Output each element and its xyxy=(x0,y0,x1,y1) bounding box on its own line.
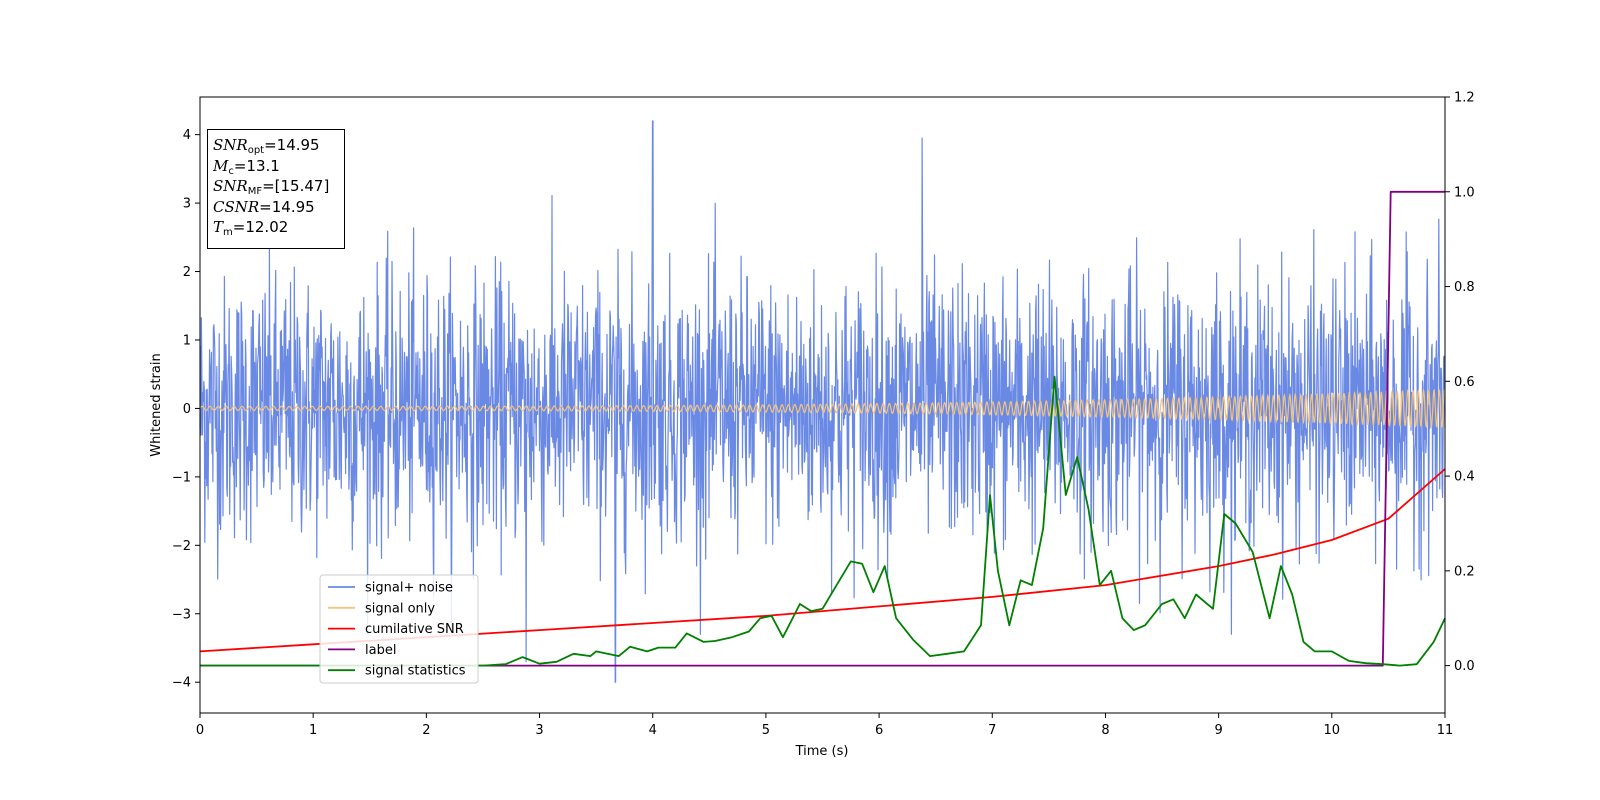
legend-label: signal only xyxy=(365,601,435,616)
signal-only-line xyxy=(199,388,1446,429)
legend: signal+ noise signal only cumilative SNR la… xyxy=(319,574,479,684)
y-right-tick-label: 0.8 xyxy=(1454,280,1475,295)
y-left-tick-label: 4 xyxy=(183,128,191,143)
x-tick-label: 11 xyxy=(1437,723,1454,738)
y-right-tick-label: 0.2 xyxy=(1454,564,1475,579)
y-left-tick-label: 2 xyxy=(183,265,191,280)
legend-label: label xyxy=(365,643,396,658)
x-tick-label: 2 xyxy=(422,723,430,738)
x-tick-label: 10 xyxy=(1324,723,1341,738)
x-tick-label: 4 xyxy=(649,723,657,738)
y-left-tick-label: −3 xyxy=(172,607,191,622)
y-left-tick-label: 1 xyxy=(183,333,191,348)
plot-frame xyxy=(199,96,1446,714)
x-tick-label: 9 xyxy=(1214,723,1222,738)
legend-label: signal statistics xyxy=(365,664,466,679)
x-tick-label: 5 xyxy=(762,723,770,738)
x-axis-label: Time (s) xyxy=(795,744,849,759)
x-tick-label: 8 xyxy=(1101,723,1109,738)
axis-ticks: 0 1 2 3 4 5 6 7 8 9 10 11 −4 −3 −2 −1 0 1 2 3 4 0.0 0.2 0.4 0.6 0… xyxy=(172,91,1475,739)
x-tick-label: 3 xyxy=(535,723,543,738)
signal-noise-path xyxy=(199,120,1446,683)
y-left-tick-label: 0 xyxy=(183,402,191,417)
legend-label: cumilative SNR xyxy=(365,622,464,637)
info-tm: Tm=12.02 xyxy=(213,218,289,238)
info-csnr: CSNR=14.95 xyxy=(213,197,315,216)
y-right-tick-label: 1.2 xyxy=(1454,91,1475,106)
info-box: SNRopt=14.95 Mc=13.1 SNRMF=[15.47] CSNR=… xyxy=(207,129,345,249)
x-tick-label: 6 xyxy=(875,723,883,738)
signal-statistics-line xyxy=(200,375,1446,667)
x-tick-label: 7 xyxy=(988,723,996,738)
y-right-tick-label: 1.0 xyxy=(1454,185,1475,200)
y-left-tick-label: 3 xyxy=(183,197,191,212)
y-right-tick-label: 0.0 xyxy=(1454,659,1475,674)
y-left-tick-label: −1 xyxy=(172,470,191,485)
y-left-tick-label: −4 xyxy=(172,676,191,691)
info-snr-mf: SNRMF=[15.47] xyxy=(213,177,330,197)
signal-only-path xyxy=(199,388,1446,429)
label-line xyxy=(200,190,1445,667)
y-left-tick-label: −2 xyxy=(172,539,191,554)
legend-frame xyxy=(319,574,479,684)
signal-noise-line xyxy=(199,120,1446,683)
info-mc: Mc=13.1 xyxy=(213,156,280,177)
x-tick-label: 1 xyxy=(309,723,317,738)
info-snr-opt: SNRopt=14.95 xyxy=(213,136,320,156)
y-right-tick-label: 0.6 xyxy=(1454,375,1475,390)
y-right-tick-label: 0.4 xyxy=(1454,470,1475,485)
x-tick-label: 0 xyxy=(196,723,204,738)
y-axis-label: Whitened strain xyxy=(149,353,164,456)
legend-label: signal+ noise xyxy=(365,581,453,596)
